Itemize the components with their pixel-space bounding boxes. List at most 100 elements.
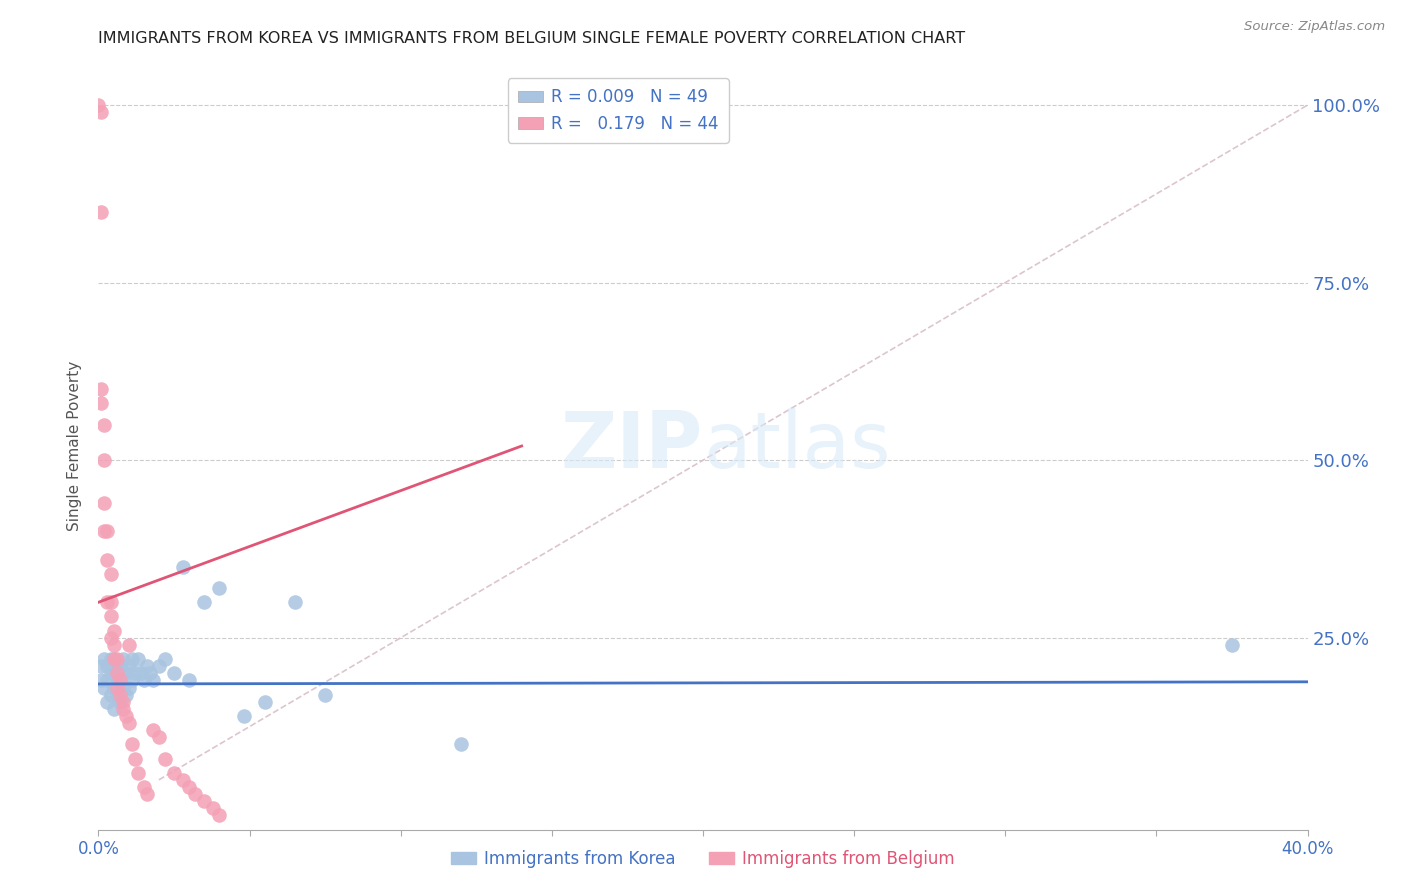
Point xyxy=(127,652,149,666)
Point xyxy=(127,765,149,780)
Text: Source: ZipAtlas.com: Source: ZipAtlas.com xyxy=(1244,20,1385,33)
Point xyxy=(202,801,225,815)
Point xyxy=(90,659,112,673)
Point xyxy=(172,772,194,787)
Point xyxy=(208,808,231,822)
Point xyxy=(118,716,141,731)
Point xyxy=(90,396,112,410)
Point xyxy=(93,453,115,467)
Point xyxy=(90,204,112,219)
Point xyxy=(105,673,128,688)
Text: IMMIGRANTS FROM KOREA VS IMMIGRANTS FROM BELGIUM SINGLE FEMALE POVERTY CORRELATI: IMMIGRANTS FROM KOREA VS IMMIGRANTS FROM… xyxy=(98,31,966,46)
Point xyxy=(132,673,155,688)
Point xyxy=(108,673,131,688)
Point xyxy=(114,688,136,702)
Point xyxy=(100,688,122,702)
Point xyxy=(124,751,146,765)
Point xyxy=(163,765,186,780)
Point xyxy=(96,659,118,673)
Point xyxy=(172,559,194,574)
Point xyxy=(153,652,176,666)
Text: ZIP: ZIP xyxy=(561,408,703,484)
Point xyxy=(93,496,115,510)
Point xyxy=(114,709,136,723)
Point xyxy=(118,638,141,652)
Point xyxy=(142,723,165,738)
Point xyxy=(153,751,176,765)
Point xyxy=(100,666,122,681)
Point xyxy=(450,737,472,751)
Point xyxy=(108,659,131,673)
Point xyxy=(103,666,125,681)
Point xyxy=(284,595,307,609)
Point xyxy=(118,659,141,673)
Point xyxy=(193,595,215,609)
Y-axis label: Single Female Poverty: Single Female Poverty xyxy=(67,361,83,531)
Point xyxy=(96,673,118,688)
Point xyxy=(121,737,143,751)
Point xyxy=(111,695,134,709)
Point xyxy=(96,595,118,609)
Point xyxy=(135,787,157,801)
Point xyxy=(108,688,131,702)
Point xyxy=(108,673,131,688)
Point xyxy=(184,787,207,801)
Point xyxy=(132,780,155,794)
Point xyxy=(148,659,170,673)
Point xyxy=(90,673,112,688)
Point xyxy=(105,666,128,681)
Point xyxy=(87,98,110,112)
Point xyxy=(108,695,131,709)
Point xyxy=(253,695,276,709)
Point xyxy=(111,681,134,695)
Point xyxy=(1220,638,1243,652)
Point xyxy=(93,417,115,432)
Point xyxy=(139,666,162,681)
Point xyxy=(103,624,125,638)
Point xyxy=(105,652,128,666)
Point xyxy=(163,666,186,681)
Point xyxy=(100,566,122,581)
Point xyxy=(142,673,165,688)
Point xyxy=(105,659,128,673)
Point xyxy=(90,382,112,396)
Point xyxy=(103,652,125,666)
Point xyxy=(90,105,112,120)
Point xyxy=(103,681,125,695)
Point xyxy=(93,681,115,695)
Point xyxy=(93,524,115,539)
Point xyxy=(100,595,122,609)
Point xyxy=(114,666,136,681)
Point xyxy=(129,666,152,681)
Legend: Immigrants from Korea, Immigrants from Belgium: Immigrants from Korea, Immigrants from B… xyxy=(444,844,962,875)
Point xyxy=(148,730,170,744)
Point xyxy=(103,702,125,716)
Point xyxy=(314,688,336,702)
Point xyxy=(232,709,254,723)
Point xyxy=(121,652,143,666)
Point xyxy=(118,681,141,695)
Point xyxy=(105,688,128,702)
Point xyxy=(193,794,215,808)
Point xyxy=(103,652,125,666)
Text: atlas: atlas xyxy=(703,408,890,484)
Point xyxy=(179,780,201,794)
Point xyxy=(121,673,143,688)
Point xyxy=(100,652,122,666)
Point xyxy=(96,552,118,566)
Point xyxy=(103,638,125,652)
Point xyxy=(135,659,157,673)
Point xyxy=(111,666,134,681)
Point xyxy=(124,666,146,681)
Point xyxy=(100,631,122,645)
Legend: R = 0.009   N = 49, R =   0.179   N = 44: R = 0.009 N = 49, R = 0.179 N = 44 xyxy=(508,78,728,143)
Point xyxy=(179,673,201,688)
Point xyxy=(96,695,118,709)
Point xyxy=(111,652,134,666)
Point xyxy=(100,609,122,624)
Point xyxy=(96,524,118,539)
Point xyxy=(111,702,134,716)
Point xyxy=(93,652,115,666)
Point xyxy=(105,681,128,695)
Point xyxy=(208,581,231,595)
